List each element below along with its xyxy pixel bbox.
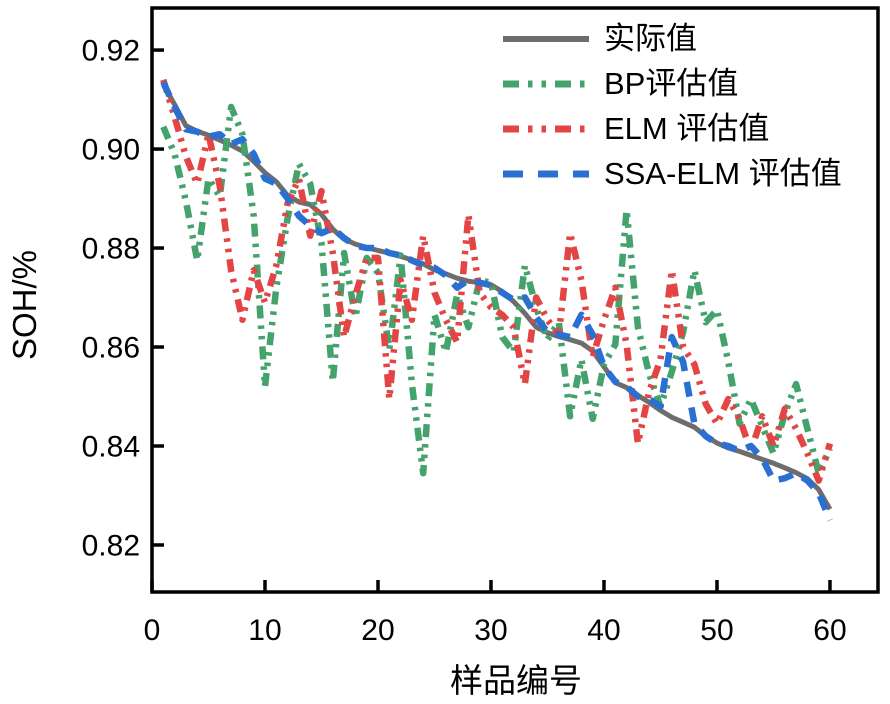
y-tick-label: 0.92 (82, 35, 140, 68)
legend: 实际值 BP评估值 ELM 评估值 SSA-ELM 评估值 (503, 16, 842, 196)
legend-label: 实际值 (604, 21, 697, 56)
series-line-1 (160, 103, 833, 477)
x-tick-label: 20 (361, 614, 394, 647)
legend-line-actual-icon (503, 35, 589, 42)
y-tick-label: 0.90 (82, 134, 140, 167)
x-tick-label: 40 (587, 614, 620, 647)
legend-item-bp: BP评估值 (503, 61, 842, 106)
x-axis-label: 样品编号 (450, 662, 582, 699)
y-tick-label: 0.84 (82, 431, 140, 464)
y-tick-label: 0.88 (82, 233, 140, 266)
legend-label: BP评估值 (604, 66, 739, 101)
y-tick-label: 0.86 (82, 332, 140, 365)
legend-item-actual: 实际值 (503, 16, 842, 61)
legend-line-ssa-elm-icon (503, 170, 589, 177)
plot-border (150, 6, 880, 594)
x-tick-label: 60 (813, 614, 846, 647)
legend-label: ELM 评估值 (604, 111, 770, 146)
legend-line-bp-icon (503, 80, 589, 87)
legend-item-ssa-elm: SSA-ELM 评估值 (503, 151, 842, 196)
legend-line-elm-icon (503, 125, 589, 132)
axes-layer: 0.92 0.90 0.88 0.86 0.84 0.82 0 10 20 30 40 50 60 (82, 6, 880, 647)
x-tick-label: 50 (700, 614, 733, 647)
y-tick-label: 0.82 (82, 529, 140, 562)
x-tick-label: 0 (144, 614, 161, 647)
legend-item-elm: ELM 评估值 (503, 106, 842, 151)
x-tick-label: 10 (248, 614, 281, 647)
legend-label: SSA-ELM 评估值 (604, 156, 842, 191)
series-layer (160, 78, 834, 522)
x-tick-label: 30 (474, 614, 507, 647)
y-axis-label: SOH/% (6, 250, 43, 360)
